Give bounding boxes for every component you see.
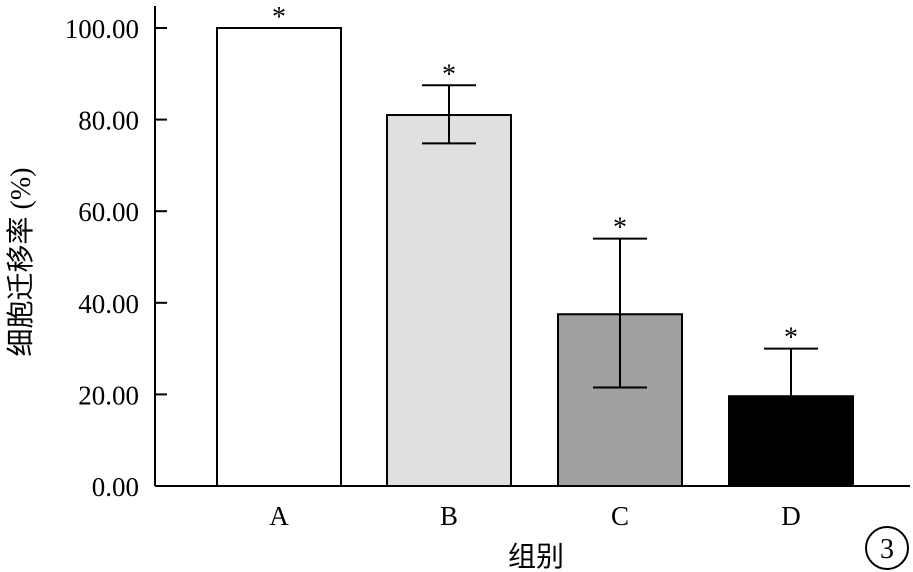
significance-star-A: * bbox=[272, 2, 286, 33]
x-category-label-C: C bbox=[611, 501, 629, 531]
significance-markers: * * * * bbox=[272, 2, 798, 354]
y-tick-label: 100.00 bbox=[65, 14, 139, 44]
significance-star-C: * bbox=[613, 213, 627, 244]
error-bars bbox=[422, 84, 818, 397]
significance-star-D: * bbox=[784, 323, 798, 354]
panel-number-badge: 3 bbox=[865, 526, 909, 570]
x-axis-title: 组别 bbox=[508, 541, 564, 572]
y-tick-label: 80.00 bbox=[78, 106, 139, 136]
bar-D bbox=[728, 395, 854, 487]
y-tick-label: 60.00 bbox=[78, 197, 139, 227]
y-axis-ticks: 0.00 20.00 40.00 60.00 80.00 100.00 bbox=[65, 14, 167, 502]
panel-number-circle bbox=[865, 526, 909, 570]
y-tick-label: 40.00 bbox=[78, 289, 139, 319]
significance-star-B: * bbox=[442, 59, 456, 90]
y-tick-label: 0.00 bbox=[92, 472, 139, 502]
y-tick-label: 20.00 bbox=[78, 380, 139, 410]
y-axis-title: 细胞迁移率 (%) bbox=[5, 168, 37, 357]
x-category-label-B: B bbox=[440, 501, 458, 531]
bars bbox=[216, 27, 854, 488]
x-category-label-A: A bbox=[269, 501, 289, 531]
bar-B bbox=[386, 114, 512, 488]
bar-A bbox=[216, 27, 342, 487]
x-axis-categories: A B C D bbox=[269, 501, 801, 531]
x-category-label-D: D bbox=[781, 501, 801, 531]
panel-number: 3 bbox=[880, 534, 894, 565]
